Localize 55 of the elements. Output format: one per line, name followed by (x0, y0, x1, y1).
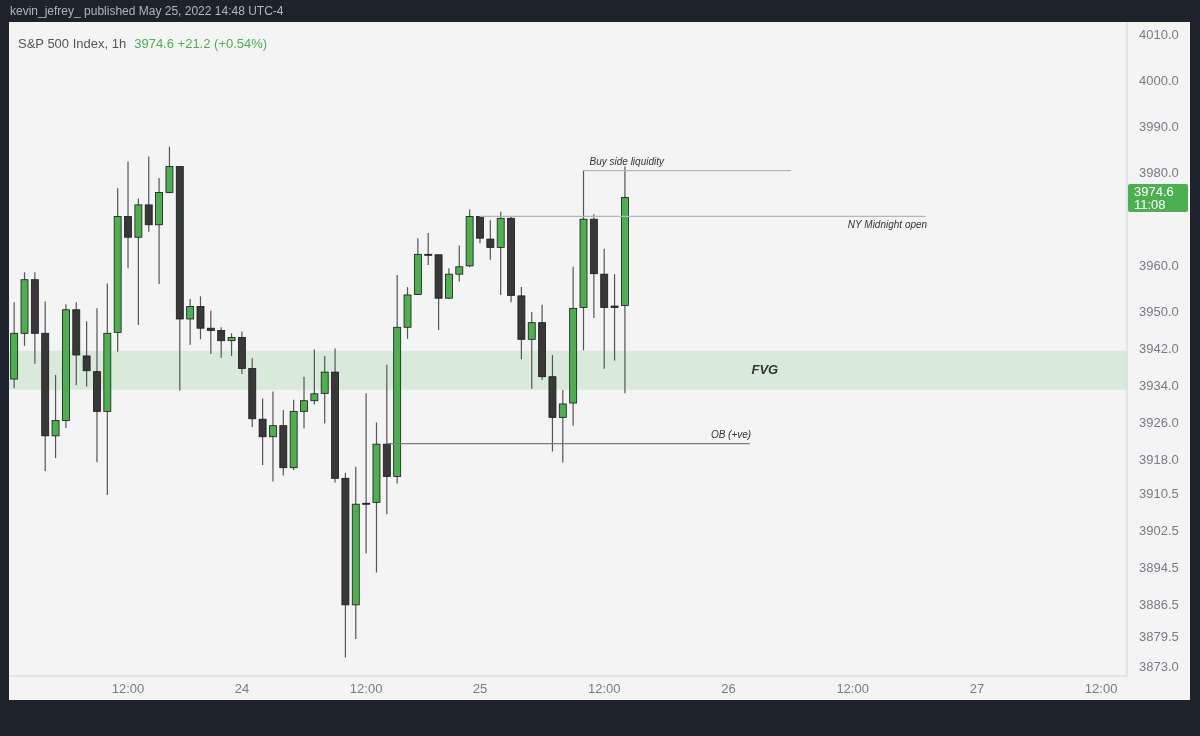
candlestick (476, 215, 484, 244)
candlestick (124, 160, 132, 269)
candlestick (227, 332, 236, 357)
candlestick (186, 298, 195, 346)
y-tick-label: 3879.5 (1139, 629, 1179, 645)
candlestick (144, 155, 153, 233)
candlestick (196, 295, 205, 340)
text: 3974.6 11:08 (1128, 183, 1188, 212)
series-label: OB (+ve) (710, 428, 752, 441)
y-tick-label: 3950.0 (1139, 303, 1179, 319)
x-tick-label: 27 (969, 681, 985, 697)
y-tick-label: 3886.5 (1139, 597, 1179, 613)
x-tick-label: 12:00 (111, 681, 145, 697)
x-tick-label: 12:00 (349, 681, 383, 697)
text: kevin_jefrey_ published May 25, 2022 14:48 UTC-4 (10, 4, 284, 18)
y-tick-label: 3910.5 (1139, 486, 1179, 502)
series-label: Buy side liquidity (589, 155, 664, 168)
y-tick-label: 3873.0 (1139, 659, 1179, 675)
candlestick (320, 355, 329, 424)
y-tick-label: 4010.0 (1139, 26, 1179, 42)
candlestick (269, 390, 277, 483)
y-tick-label: 4000.0 (1139, 72, 1179, 88)
candlestick (82, 320, 91, 388)
y-tick-label: 3960.0 (1139, 257, 1179, 273)
candlestick (51, 374, 60, 459)
x-tick-label: 12:00 (1084, 681, 1118, 697)
candlestick (610, 273, 619, 362)
y-tick-label: 3990.0 (1139, 119, 1179, 134)
candlestick (362, 392, 371, 554)
candlestick (455, 244, 464, 283)
candlestick (206, 310, 215, 355)
text: 3974.6 +21.2 (+0.54%) (134, 36, 268, 52)
y-tick-label: 3934.0 (1139, 377, 1179, 393)
y-tick-label: 3902.5 (1139, 523, 1179, 539)
x-tick-label: 12:00 (587, 681, 621, 697)
candlestick (527, 311, 536, 390)
x-tick-label: 12:00 (836, 681, 869, 697)
candlestick (486, 219, 495, 261)
candlestick (558, 389, 567, 464)
band-label: FVG (751, 361, 779, 380)
y-tick-label: 3926.0 (1139, 414, 1179, 430)
candlestick (258, 397, 267, 466)
y-tick-label: 3942.0 (1139, 340, 1179, 356)
x-tick-label: 24 (234, 681, 250, 697)
candlestick (424, 232, 433, 266)
text: S&P 500 Index, 1h (18, 36, 127, 52)
x-tick-label: 25 (472, 681, 488, 697)
y-tick-label: 3918.0 (1139, 451, 1179, 467)
candlestick (310, 348, 319, 406)
y-tick-label: 3894.5 (1139, 560, 1179, 576)
candlestick (300, 376, 308, 430)
candlestick (217, 326, 226, 359)
series-label: NY Midnight open (847, 219, 928, 232)
x-tick-label: 26 (721, 681, 736, 697)
y-tick-label: 3980.0 (1139, 165, 1179, 181)
